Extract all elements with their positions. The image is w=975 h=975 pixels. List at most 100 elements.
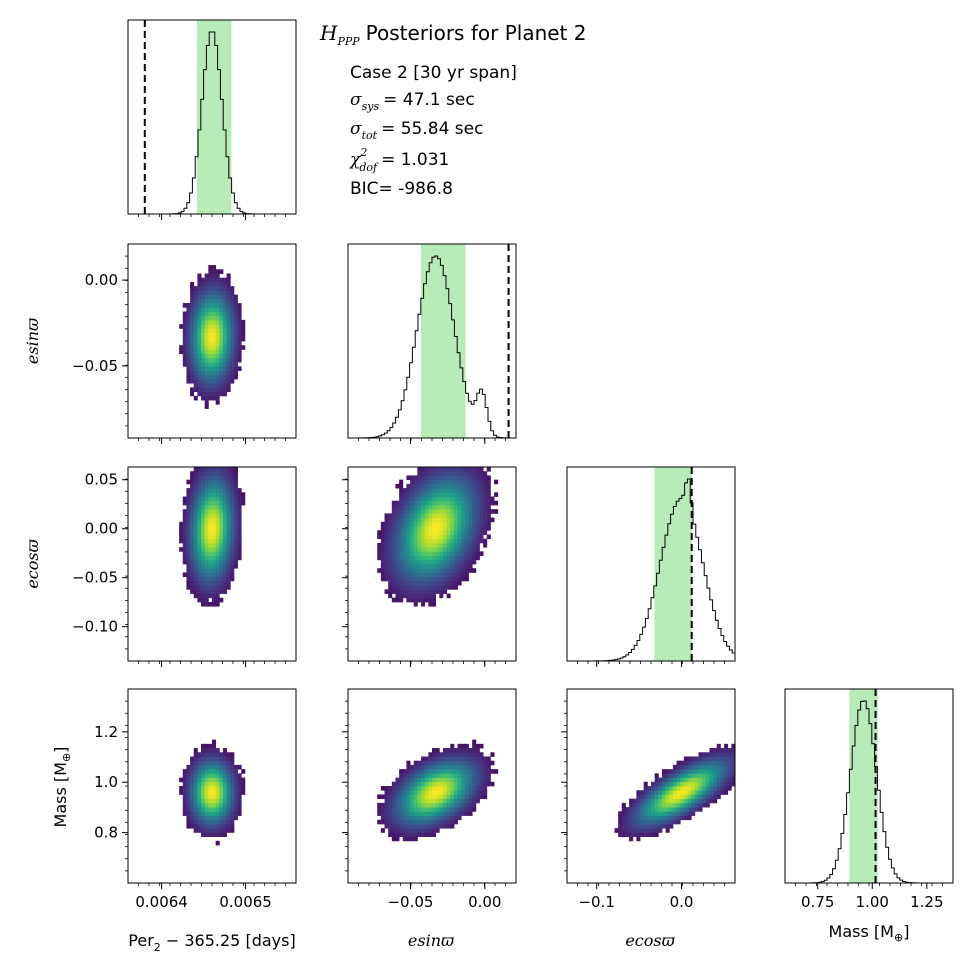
heat-cell: [208, 547, 213, 552]
heat-cell: [215, 496, 220, 502]
heat-cell: [230, 483, 235, 489]
heat-cell: [377, 542, 382, 548]
heat-cell: [421, 513, 426, 519]
heat-cell: [432, 807, 437, 812]
heat-cell: [204, 509, 209, 514]
heat-cell: [388, 576, 393, 582]
heat-cell: [201, 353, 206, 359]
heat-cell: [226, 471, 231, 476]
heat-cell: [186, 378, 191, 384]
heat-cell: [406, 496, 411, 502]
heat-cell: [636, 798, 641, 804]
heat-cell: [204, 819, 209, 825]
heat-cell: [424, 807, 429, 812]
heat-cell: [669, 802, 674, 808]
heat-cell: [439, 593, 444, 599]
heat-cell: [208, 773, 213, 778]
heat-cell: [212, 391, 217, 397]
heat-cell: [424, 534, 429, 540]
heat-cell: [215, 345, 220, 350]
y-tick-label: 1.2: [94, 723, 118, 741]
heat-cell: [410, 555, 415, 561]
heat-cell: [201, 357, 206, 363]
heat-cell: [193, 328, 198, 333]
heat-cell: [453, 534, 458, 540]
heat-cell: [421, 794, 426, 800]
heat-cell: [212, 315, 217, 321]
heat-cell: [472, 790, 477, 795]
heat-cell: [190, 496, 195, 502]
heat-cell: [230, 294, 235, 300]
heat-cell: [629, 815, 634, 821]
heat-cell: [453, 769, 458, 774]
heat-cell: [410, 521, 415, 527]
heat-cell: [625, 815, 630, 821]
heat-cell: [651, 786, 656, 791]
heat-cell: [230, 828, 235, 833]
heat-cell: [237, 328, 242, 333]
heat-cell: [222, 378, 228, 384]
x-tick-label: 1.25: [910, 893, 943, 911]
heat-cell: [402, 526, 407, 531]
heat-cell: [614, 828, 619, 833]
heat-cell: [413, 836, 418, 842]
heat-cell: [442, 551, 448, 556]
heat-cell: [475, 773, 480, 778]
heat-cell: [208, 819, 213, 825]
heat-cell: [212, 790, 217, 795]
heat-cell: [428, 585, 433, 590]
heat-cell: [435, 764, 440, 770]
heat-cell: [453, 500, 458, 506]
heat-cell: [402, 819, 407, 825]
heat-cell: [222, 534, 228, 540]
heat-cell: [453, 576, 458, 582]
heat-cell: [208, 769, 213, 774]
heat-cell: [197, 807, 202, 812]
heat-cell: [233, 538, 238, 544]
heat-cell: [687, 760, 692, 766]
heat-cell: [410, 538, 415, 544]
heat-cell: [457, 572, 462, 578]
heat-cell: [713, 748, 718, 753]
heat-cell: [413, 517, 418, 523]
heat-cell: [705, 760, 710, 766]
heat-cell: [208, 357, 213, 363]
heat-cell: [421, 467, 426, 472]
heat-cell: [215, 395, 220, 401]
heat-cell: [182, 777, 187, 783]
heat-cell: [727, 769, 732, 774]
heat-cell: [475, 748, 480, 753]
heat-cell: [698, 764, 703, 770]
heat-cell: [468, 538, 473, 544]
heat-cell: [446, 823, 451, 829]
heat-cell: [215, 362, 220, 367]
heat-cell: [226, 475, 231, 481]
heat-cell: [651, 828, 656, 833]
heat-cell: [428, 483, 433, 489]
heat-cell: [490, 781, 495, 787]
heat-cell: [204, 769, 209, 774]
heat-cell: [468, 752, 473, 757]
heat-cell: [212, 773, 217, 778]
heat-cell: [643, 786, 648, 791]
heat-cell: [453, 802, 458, 808]
heat-cell: [212, 281, 217, 287]
heat-cell: [241, 786, 246, 791]
heat-cell: [643, 790, 648, 795]
heat-cell: [453, 572, 458, 578]
heat-cell: [179, 526, 184, 531]
heat-cell: [464, 513, 469, 519]
heat-cell: [446, 786, 451, 791]
heat-cell: [640, 828, 645, 833]
heat-cell: [731, 781, 736, 787]
heat-cell: [197, 298, 202, 304]
heat-cell: [230, 559, 235, 565]
heat-cell: [461, 798, 466, 804]
heat-cell: [421, 601, 426, 607]
heat-cell: [219, 374, 224, 380]
heat-cell: [215, 807, 220, 812]
heat-cell: [384, 551, 389, 556]
heat-cell: [380, 815, 385, 821]
heat-cell: [237, 517, 242, 523]
heat-cell: [204, 542, 209, 548]
